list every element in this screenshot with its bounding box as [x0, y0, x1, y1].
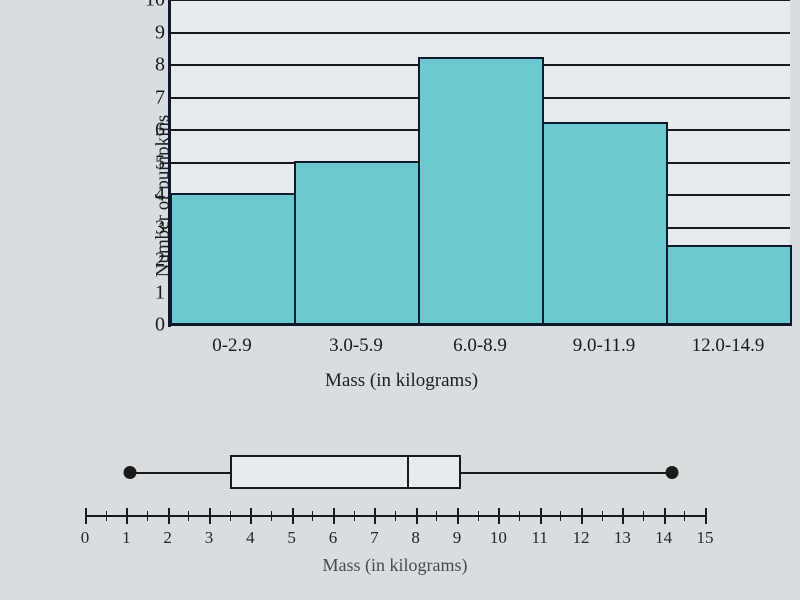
boxplot-minor-tick — [354, 511, 355, 521]
boxplot-minor-tick — [602, 511, 603, 521]
y-tick-label: 4 — [155, 184, 165, 207]
x-axis — [168, 323, 792, 326]
boxplot-major-tick — [622, 508, 624, 524]
boxplot-major-tick — [498, 508, 500, 524]
boxplot-minor-tick — [519, 511, 520, 521]
y-tick-label: 9 — [155, 21, 165, 44]
boxplot-minor-tick — [436, 511, 437, 521]
boxplot-minor-tick — [106, 511, 107, 521]
boxplot-x-label: Mass (in kilograms) — [323, 555, 468, 576]
boxplot-minor-tick — [271, 511, 272, 521]
histogram-bar — [170, 193, 296, 325]
y-tick-label: 6 — [155, 119, 165, 142]
chart-container: Number of pumpkins 012345678910 0-2.93.0… — [0, 0, 800, 600]
boxplot-minor-tick — [147, 511, 148, 521]
y-tick-label: 5 — [155, 151, 165, 174]
boxplot-tick-label: 10 — [490, 528, 507, 548]
histogram-bar — [418, 57, 544, 326]
y-tick-label: 0 — [155, 314, 165, 337]
y-tick-label: 2 — [155, 249, 165, 272]
boxplot-minor-tick — [230, 511, 231, 521]
x-tick-label: 12.0-14.9 — [692, 335, 765, 357]
boxplot-major-tick — [126, 508, 128, 524]
histogram-bar — [542, 122, 668, 326]
boxplot-tick-label: 4 — [246, 528, 255, 548]
boxplot-minor-tick — [395, 511, 396, 521]
boxplot-major-tick — [457, 508, 459, 524]
boxplot-minor-tick — [560, 511, 561, 521]
boxplot-major-tick — [581, 508, 583, 524]
boxplot-major-tick — [664, 508, 666, 524]
boxplot-tick-label: 9 — [453, 528, 462, 548]
boxplot-tick-label: 7 — [370, 528, 379, 548]
x-tick-label: 0-2.9 — [212, 335, 252, 357]
histogram-bar — [666, 245, 792, 325]
boxplot-minor-tick — [684, 511, 685, 521]
y-axis — [168, 0, 171, 327]
boxplot-minor-tick — [643, 511, 644, 521]
boxplot-major-tick — [250, 508, 252, 524]
boxplot-tick-label: 12 — [573, 528, 590, 548]
y-tick-label: 3 — [155, 216, 165, 239]
histogram-bar — [294, 161, 420, 326]
boxplot-minor-tick — [188, 511, 189, 521]
whisker-endpoint — [124, 466, 137, 479]
x-tick-label: 9.0-11.9 — [573, 335, 636, 357]
y-tick-label: 10 — [145, 0, 165, 12]
x-tick-label: 6.0-8.9 — [453, 335, 507, 357]
gridline — [170, 32, 790, 34]
x-tick-label: 3.0-5.9 — [329, 335, 383, 357]
boxplot-tick-label: 1 — [122, 528, 131, 548]
boxplot-major-tick — [540, 508, 542, 524]
boxplot-major-tick — [168, 508, 170, 524]
boxplot-major-tick — [705, 508, 707, 524]
median-line — [407, 455, 409, 489]
boxplot-tick-label: 0 — [81, 528, 90, 548]
x-axis-label: Mass (in kilograms) — [325, 370, 478, 392]
boxplot-major-tick — [374, 508, 376, 524]
plot-area — [170, 0, 790, 325]
boxplot-tick-label: 14 — [655, 528, 672, 548]
boxplot-major-tick — [209, 508, 211, 524]
boxplot: Mass (in kilograms) 01234567891011121314… — [85, 430, 705, 580]
boxplot-major-tick — [292, 508, 294, 524]
boxplot-tick-label: 15 — [697, 528, 714, 548]
whisker-endpoint — [665, 466, 678, 479]
box — [230, 455, 461, 489]
boxplot-major-tick — [416, 508, 418, 524]
y-tick-label: 8 — [155, 54, 165, 77]
boxplot-tick-label: 5 — [287, 528, 296, 548]
y-tick-label: 7 — [155, 86, 165, 109]
boxplot-minor-tick — [312, 511, 313, 521]
y-tick-label: 1 — [155, 281, 165, 304]
gridline — [170, 0, 790, 1]
whisker-left — [130, 472, 229, 474]
boxplot-tick-label: 3 — [205, 528, 214, 548]
boxplot-tick-label: 13 — [614, 528, 631, 548]
boxplot-tick-label: 8 — [411, 528, 420, 548]
boxplot-tick-label: 11 — [531, 528, 547, 548]
boxplot-major-tick — [333, 508, 335, 524]
histogram: Number of pumpkins 012345678910 0-2.93.0… — [60, 0, 750, 390]
boxplot-minor-tick — [478, 511, 479, 521]
boxplot-tick-label: 2 — [163, 528, 172, 548]
whisker-right — [461, 472, 672, 474]
boxplot-tick-label: 6 — [329, 528, 338, 548]
boxplot-major-tick — [85, 508, 87, 524]
